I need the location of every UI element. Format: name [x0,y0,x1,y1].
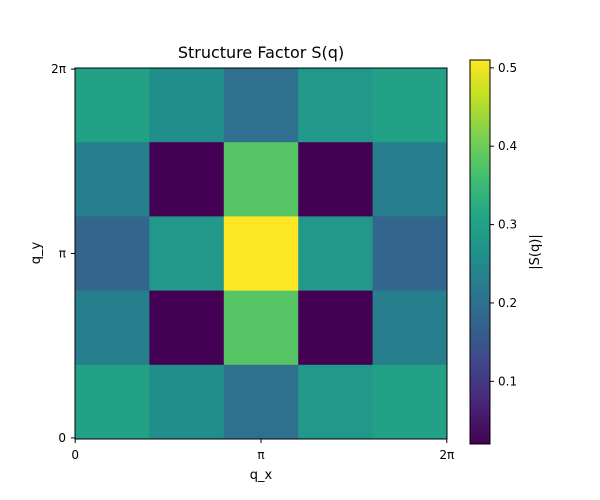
y-axis-label: q_y [29,241,44,264]
heatmap-cell [149,142,225,217]
heatmap-cell [223,142,299,217]
colorbar-tick-label: 0.3 [498,218,517,232]
heatmap-cell [75,142,150,217]
heatmap-cell [149,216,225,292]
y-tick-label: π [59,247,66,261]
y-tick-label: 0 [58,431,66,445]
heatmap-cell [223,290,299,366]
heatmap-cell [298,290,374,366]
heatmap-cell [149,290,225,366]
colorbar-label: |S(q)| [528,234,543,269]
chart-title: Structure Factor S(q) [178,43,344,62]
heatmap-cell [372,216,448,292]
colorbar-ticks: 0.1 0.2 0.3 0.4 0.5 [490,61,517,388]
x-tick-label: 2π [439,448,454,462]
heatmap-cell [298,68,374,143]
heatmap-cell [223,364,299,440]
heatmap-cell [372,290,448,366]
heatmap-cell [75,290,150,366]
colorbar [469,59,491,445]
colorbar-tick-label: 0.4 [498,139,517,153]
colorbar-tick-label: 0.5 [498,61,517,75]
heatmap-cell [372,142,448,217]
colorbar-tick-label: 0.2 [498,296,517,310]
heatmap-cells [75,68,448,440]
heatmap-cell [75,68,150,143]
heatmap-cell [298,142,374,217]
heatmap-cell [149,364,225,440]
heatmap-cell [372,364,448,440]
heatmap-cell [298,216,374,292]
heatmap-cell [223,68,299,143]
x-tick-label: π [257,448,264,462]
heatmap-cell [75,216,150,292]
x-axis-label: q_x [250,468,273,483]
colorbar-tick-label: 0.1 [498,374,517,388]
y-axis-ticks: 0 π 2π [51,62,75,445]
x-axis-ticks: 0 π 2π [71,439,454,462]
heatmap-cell [149,68,225,143]
y-tick-label: 2π [51,62,66,76]
heatmap-cell [298,364,374,440]
heatmap-cell [372,68,448,143]
x-tick-label: 0 [71,448,79,462]
heatmap-cell [75,364,150,440]
heatmap-cell [223,216,299,292]
